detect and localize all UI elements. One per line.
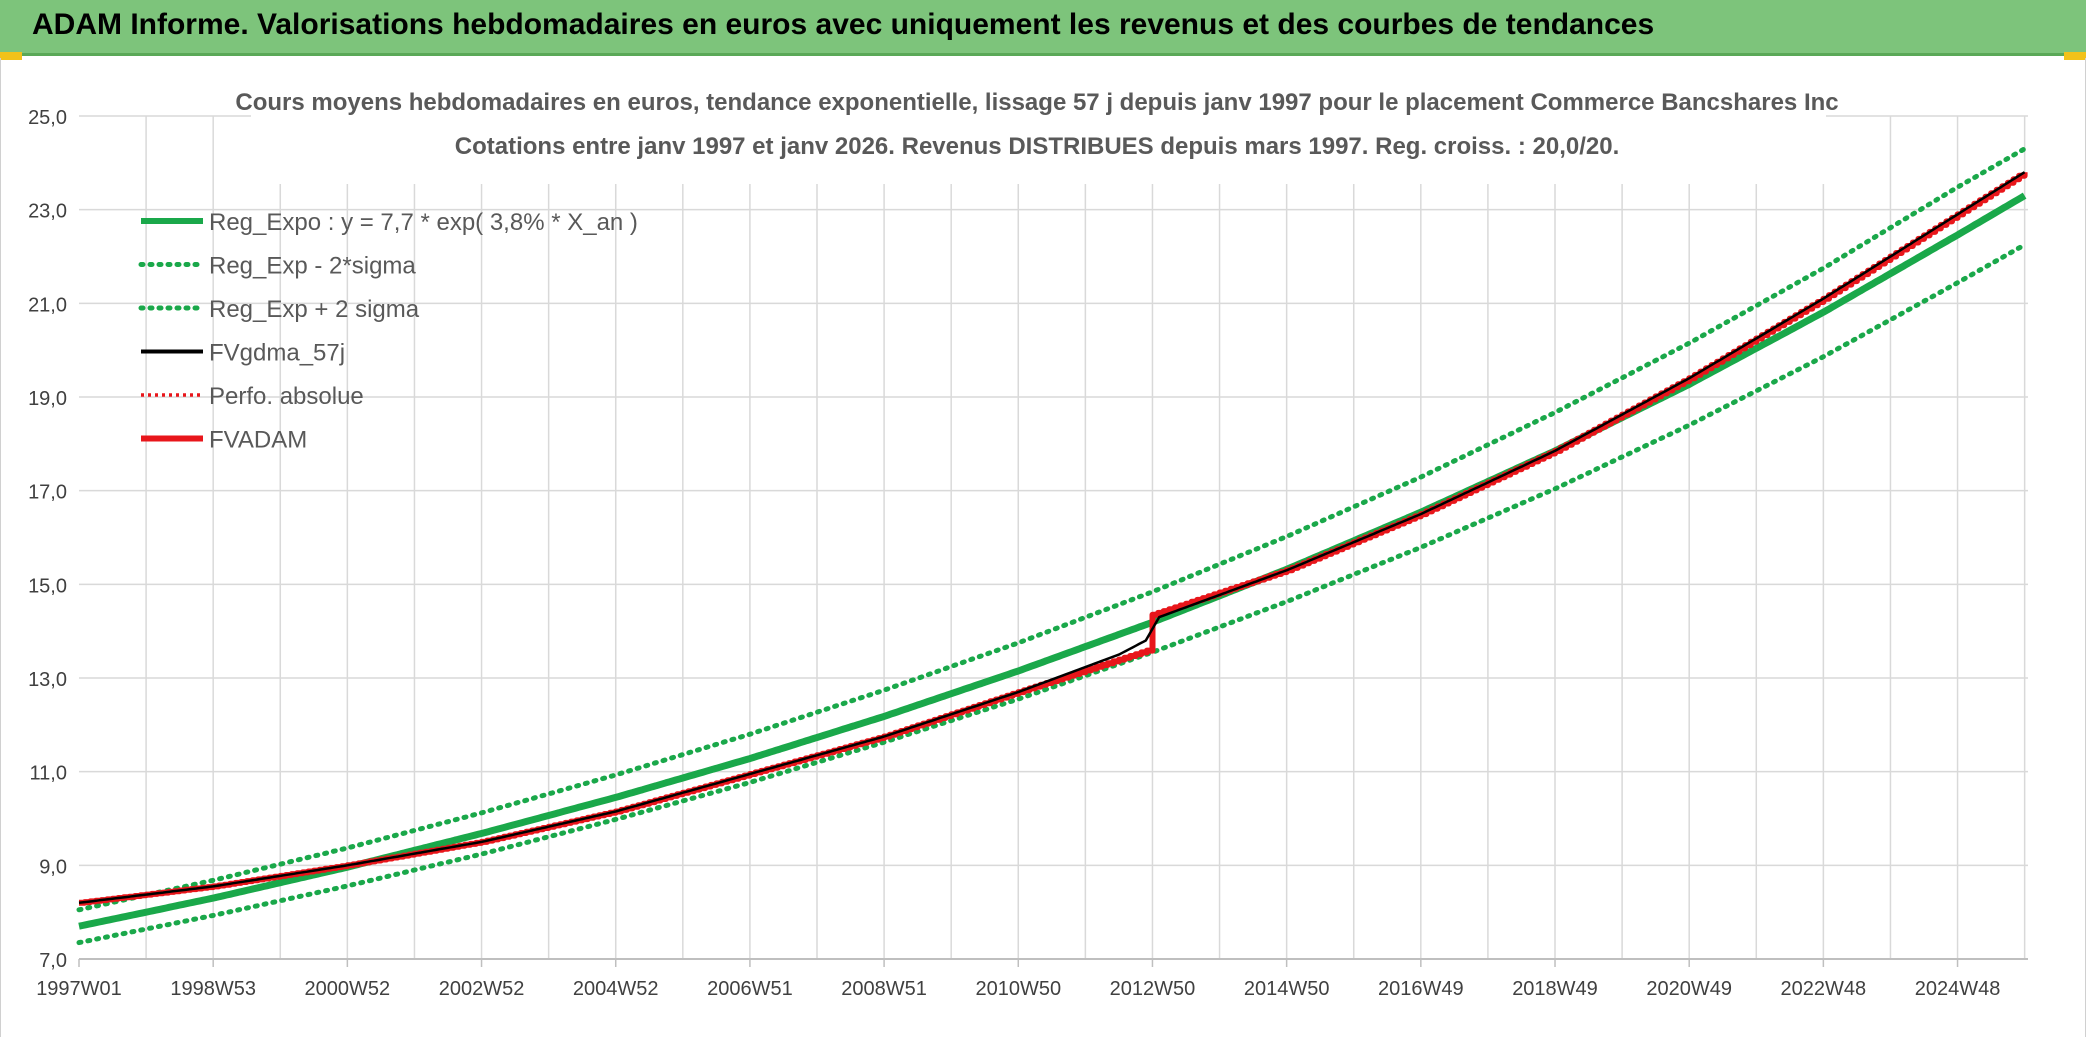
series-line-perfo: [79, 172, 2027, 905]
series-line-reg_exp: [76, 242, 2028, 946]
chart-grid: [79, 115, 2028, 960]
x-tick-label: 2004W52: [573, 978, 659, 1000]
y-tick-label: 25,0: [28, 107, 67, 129]
chart-titles: Cours moyens hebdomadaires en euros, ten…: [235, 78, 1839, 184]
title-background: [251, 78, 1826, 184]
y-tick-label: 19,0: [28, 388, 67, 410]
x-tick-label: 2016W49: [1378, 978, 1464, 1000]
report-header: ADAM Informe. Valorisations hebdomadaire…: [0, 0, 2086, 56]
chart-axes: 7,0 9,0 11,0 13,0 15,0 17,0 19,0 21,0 23,0 25,0 19…: [28, 107, 2028, 1000]
chart-plot-area: [76, 146, 2028, 946]
y-tick-label: 21,0: [28, 294, 67, 316]
legend-label: FVADAM: [209, 427, 307, 454]
legend-label: FVgdma_57j: [209, 340, 345, 367]
y-tick-label: 15,0: [28, 575, 67, 597]
x-tick-label: 1997W01: [36, 978, 122, 1000]
x-tick-label: 2024W48: [1915, 978, 2001, 1000]
x-tick-label: 2018W49: [1512, 978, 1598, 1000]
chart-legend: Reg_Expo : y = 7,7 * exp( 3,8% * X_an ) R…: [138, 209, 638, 454]
x-tick-label: 2010W50: [975, 978, 1061, 1000]
chart-subtitle: Cotations entre janv 1997 et janv 2026. …: [455, 133, 1620, 160]
x-tick-label: 2020W49: [1646, 978, 1732, 1000]
legend-label: Perfo. absolue: [209, 383, 364, 410]
corner-marker-left: [0, 52, 22, 60]
corner-marker-right: [2064, 52, 2086, 60]
y-tick-label: 13,0: [28, 669, 67, 691]
legend-label: Reg_Expo : y = 7,7 * exp( 3,8% * X_an ): [209, 209, 638, 236]
legend-label: Reg_Exp + 2 sigma: [209, 296, 420, 323]
series-line-fvadam: [79, 172, 2028, 906]
line-chart: 7,0 9,0 11,0 13,0 15,0 17,0 19,0 21,0 23,0 25,0 19…: [28, 78, 2028, 1000]
series-line-fvgdma_57j: [78, 171, 2026, 905]
x-tick-label: 2000W52: [305, 978, 391, 1000]
x-tick-label: 2014W50: [1244, 978, 1330, 1000]
y-tick-label: 17,0: [28, 482, 67, 504]
legend-label: Reg_Exp - 2*sigma: [209, 253, 416, 280]
y-tick-label: 23,0: [28, 201, 67, 223]
chart-frame: 7,0 9,0 11,0 13,0 15,0 17,0 19,0 21,0 23,0 25,0 19…: [0, 58, 2086, 1037]
y-tick-label: 11,0: [30, 763, 67, 785]
x-tick-label: 2006W51: [707, 978, 793, 1000]
y-tick-label: 7,0: [39, 950, 67, 972]
y-tick-label: 9,0: [39, 856, 67, 878]
x-tick-label: 2012W50: [1110, 978, 1196, 1000]
chart-title: Cours moyens hebdomadaires en euros, ten…: [235, 89, 1838, 116]
x-tick-label: 2002W52: [439, 978, 525, 1000]
series-line-reg_exp: [76, 146, 2028, 913]
report-title: ADAM Informe. Valorisations hebdomadaire…: [32, 8, 1655, 41]
x-tick-label: 2022W48: [1781, 978, 1867, 1000]
x-tick-label: 1998W53: [170, 978, 256, 1000]
x-tick-label: 2008W51: [841, 978, 927, 1000]
